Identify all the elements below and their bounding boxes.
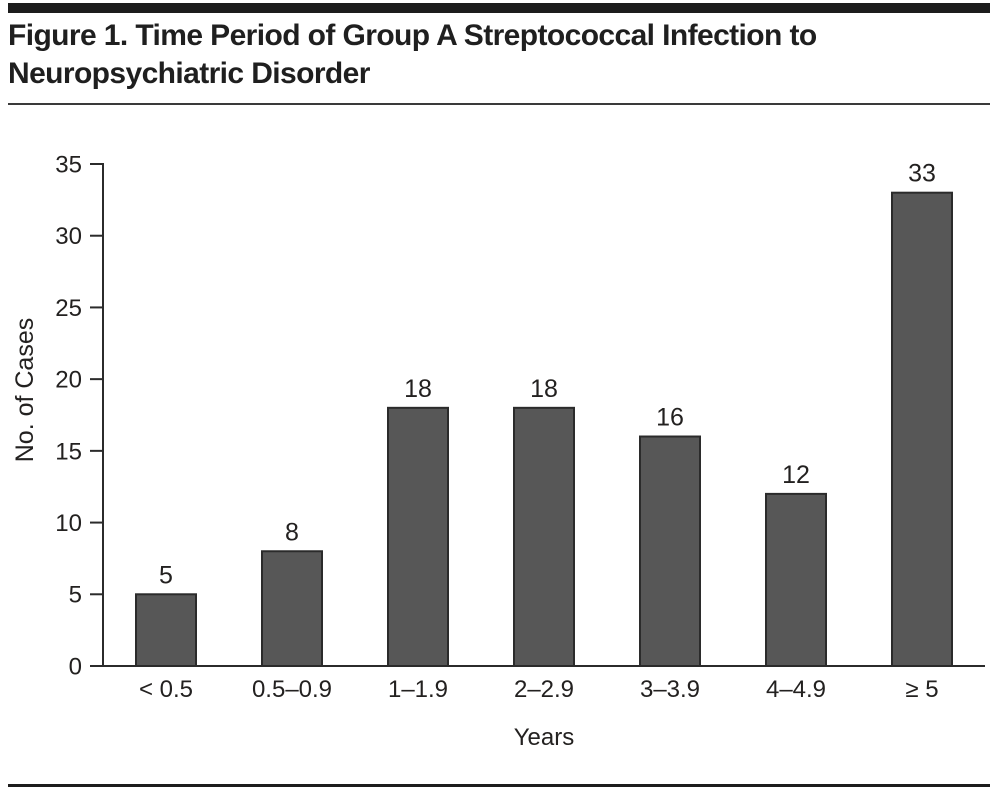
- y-tick-label: 0: [69, 653, 82, 680]
- bar: [135, 593, 197, 667]
- x-axis-title: Years: [513, 724, 575, 751]
- bar-chart: 0 5 10 15 20 25 30 35 5 < 0.5 8 0.5–0.9 18 1–1.9 18 2–2…: [0, 130, 995, 770]
- bottom-rule: [8, 784, 990, 787]
- x-tick-label: ≥ 5: [905, 676, 938, 703]
- bar-value-label: 12: [782, 461, 810, 489]
- bar-value-label: 33: [908, 160, 936, 188]
- bar-value-label: 8: [285, 518, 299, 546]
- title-divider: [8, 103, 990, 105]
- bar-chart-svg: 0 5 10 15 20 25 30 35 5 < 0.5 8 0.5–0.9 18 1–1.9 18 2–2…: [55, 151, 985, 703]
- x-tick-label: 3–3.9: [640, 676, 700, 703]
- figure-title: Figure 1. Time Period of Group A Strepto…: [8, 19, 817, 90]
- bar: [639, 435, 701, 667]
- y-axis-title: No. of Cases: [11, 317, 39, 463]
- y-tick-label: 30: [55, 223, 82, 250]
- bar: [891, 191, 953, 668]
- bar-value-label: 16: [656, 404, 684, 432]
- y-tick-label: 10: [55, 510, 82, 537]
- y-tick-label: 5: [69, 582, 82, 609]
- bar: [261, 550, 323, 667]
- top-rule: [8, 3, 990, 13]
- x-tick-label: 4–4.9: [766, 676, 826, 703]
- bar: [387, 406, 449, 667]
- y-tick-label: 25: [55, 295, 82, 322]
- x-tick-label: < 0.5: [139, 676, 193, 703]
- x-tick-label: 0.5–0.9: [252, 676, 332, 703]
- bar-value-label: 18: [530, 375, 558, 403]
- bar-value-label: 18: [404, 375, 432, 403]
- bar: [765, 492, 827, 667]
- x-tick-label: 1–1.9: [388, 676, 448, 703]
- x-tick-label: 2–2.9: [514, 676, 574, 703]
- y-tick-label: 35: [55, 151, 82, 178]
- bar-value-label: 5: [159, 561, 173, 589]
- y-tick-label: 20: [55, 367, 82, 394]
- y-tick-label: 15: [55, 438, 82, 465]
- bar: [513, 406, 575, 667]
